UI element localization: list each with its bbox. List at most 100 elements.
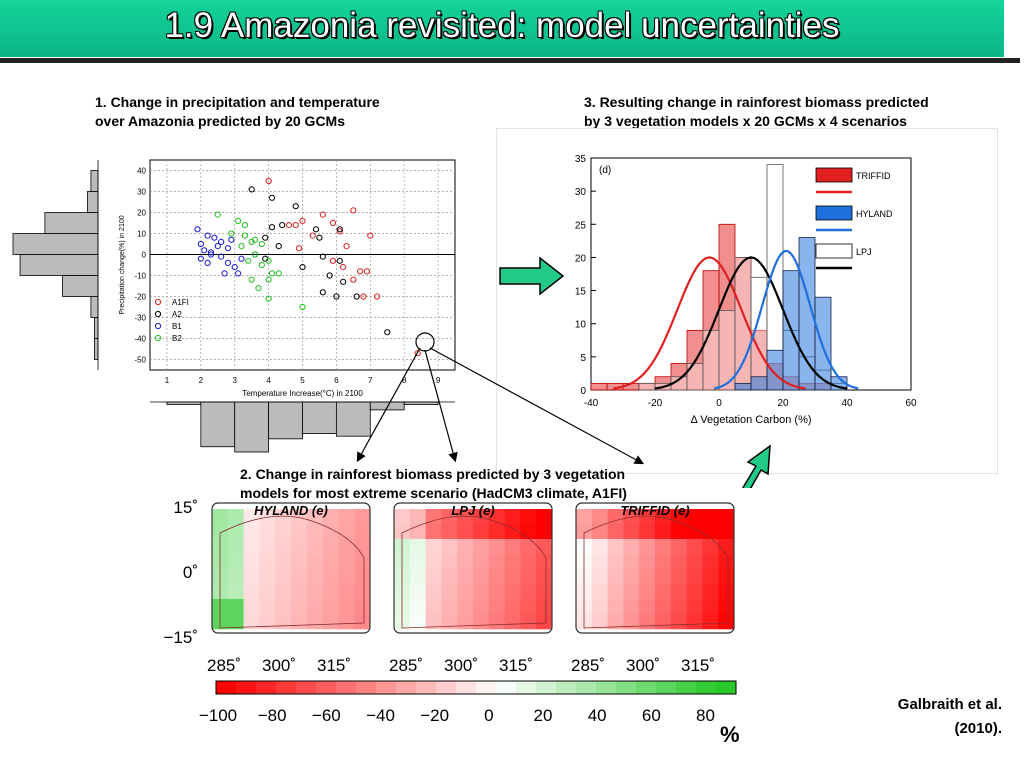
map-cell — [473, 539, 490, 555]
scatter-point — [316, 234, 323, 241]
map-cell — [639, 509, 656, 525]
scatter-point — [360, 293, 367, 300]
scatter-point — [319, 289, 326, 296]
map-cell — [259, 524, 276, 540]
scatter-point — [340, 264, 347, 271]
map-cell — [441, 554, 458, 570]
map-cell — [275, 584, 292, 600]
map-cell — [275, 614, 292, 630]
scatter-point — [340, 278, 347, 285]
map-cell — [473, 554, 490, 570]
map-cell — [338, 569, 355, 585]
map-cell — [670, 524, 687, 540]
longitude-label: 315˚ — [499, 656, 533, 675]
map-cell — [686, 599, 703, 615]
colorbar-cell — [556, 681, 577, 694]
legend-label: B1 — [172, 322, 182, 331]
colorbar-cell — [436, 681, 457, 694]
precip-hist-bar — [62, 275, 99, 297]
map-cell — [354, 569, 371, 585]
map-cell — [607, 524, 624, 540]
x-tick-label: -20 — [648, 398, 663, 409]
scatter-point — [248, 276, 255, 283]
caption-1-line2: over Amazonia predicted by 20 GCMs — [95, 113, 345, 129]
map-cell — [291, 569, 308, 585]
legend-swatch — [815, 243, 853, 259]
map-cell — [504, 509, 521, 525]
x-tick-label: 40 — [841, 398, 853, 409]
map-cell — [718, 584, 735, 600]
colorbar-cell — [296, 681, 317, 694]
map-cell — [409, 554, 426, 570]
colorbar-tick-label: −60 — [312, 706, 341, 725]
y-tick-label: 20 — [575, 253, 587, 264]
map-cell — [504, 554, 521, 570]
map-cell — [591, 599, 608, 615]
y-tick-label: 35 — [575, 154, 587, 165]
map-cell — [291, 554, 308, 570]
caption-2-line1: 2. Change in rainforest biomass predicte… — [240, 466, 626, 482]
scatter-panel: 1 2 3 4 5 6 7 8 9 40 30 20 10 0 -10 -20 -30 -40 -50 Tempera… — [0, 140, 500, 465]
map-cell — [536, 554, 553, 570]
citation-line2: (2010). — [954, 720, 1002, 737]
scatter-point — [384, 329, 391, 336]
precip-histogram — [12, 160, 99, 370]
map-cell — [591, 554, 608, 570]
map-cell — [338, 539, 355, 555]
histogram-bar — [702, 329, 720, 391]
map-cell — [306, 599, 323, 615]
map-cell — [425, 569, 442, 585]
precip-hist-bar — [90, 170, 99, 192]
map-cell — [623, 584, 640, 600]
map-cell — [591, 569, 608, 585]
scatter-point — [241, 232, 248, 239]
legend-label: LPJ — [856, 247, 872, 257]
colorbar-cell — [416, 681, 437, 694]
scatter-point — [207, 251, 215, 258]
map-cell — [291, 584, 308, 600]
precip-hist-bar — [94, 317, 99, 339]
map-cell — [639, 554, 656, 570]
y-tick-label: -30 — [134, 314, 146, 323]
colorbar-tick-label: 0 — [484, 706, 493, 725]
map-cell — [338, 509, 355, 525]
scatter-point — [235, 217, 242, 225]
map-cell — [623, 614, 640, 630]
map-cell — [718, 614, 735, 630]
histogram-bar — [814, 296, 832, 391]
map-cell — [322, 524, 339, 540]
legend-marker — [154, 322, 162, 330]
y-tick-label: -20 — [134, 293, 146, 302]
map-cell — [639, 539, 656, 555]
map-cell — [591, 584, 608, 600]
colorbar-cell — [576, 681, 597, 694]
temperature-histogram — [150, 401, 455, 453]
map-cell — [409, 599, 426, 615]
colorbar-cell — [456, 681, 477, 694]
scatter-point — [336, 226, 343, 233]
map-cell — [623, 599, 640, 615]
scatter-point — [197, 240, 204, 248]
map-cell — [291, 524, 308, 540]
colorbar-cell — [476, 681, 497, 694]
map-cell — [227, 584, 244, 600]
scatter-point — [343, 243, 350, 250]
map-panel-label: HYLAND (e) — [254, 503, 328, 518]
map-cell — [718, 554, 735, 570]
scatter-point — [268, 270, 276, 277]
map-cell — [322, 614, 339, 630]
scatter-point — [329, 257, 337, 264]
scatter-point — [221, 270, 228, 277]
map-cell — [639, 599, 656, 615]
map-cell — [655, 509, 672, 525]
scatter-point — [228, 230, 235, 237]
scatter-point — [207, 249, 215, 256]
map-cell — [702, 599, 719, 615]
legend-marker — [154, 298, 162, 306]
map-cell — [338, 554, 355, 570]
longitude-label: 285˚ — [389, 656, 423, 675]
scatter-point — [268, 194, 276, 201]
colorbar-cell — [516, 681, 537, 694]
y-tick-label: 15 — [575, 287, 587, 298]
map-cell — [259, 614, 276, 630]
